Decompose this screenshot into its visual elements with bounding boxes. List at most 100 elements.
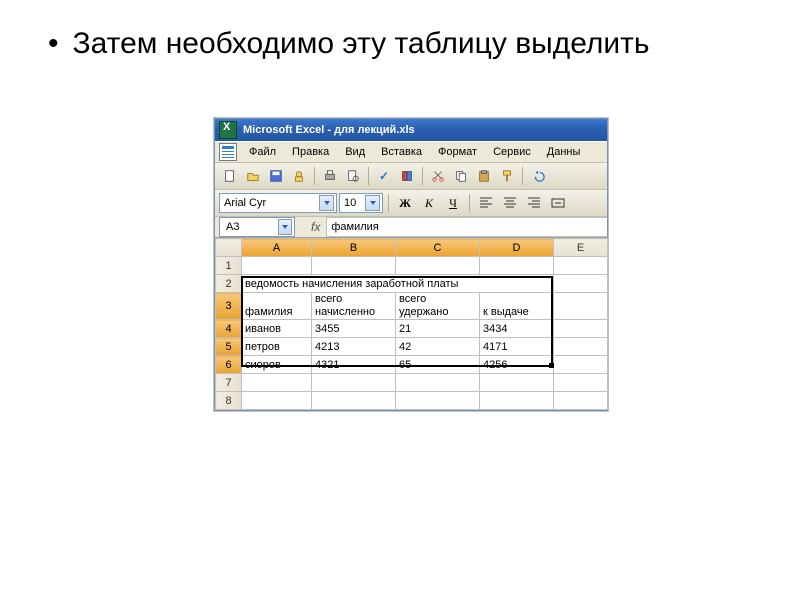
open-icon[interactable] (242, 165, 264, 187)
menu-edit[interactable]: Правка (284, 144, 337, 160)
row-header-2[interactable]: 2 (216, 275, 242, 293)
cell[interactable] (396, 257, 480, 275)
col-header-B[interactable]: B (312, 239, 396, 257)
cell[interactable] (312, 257, 396, 275)
spelling-icon[interactable]: ✓ (373, 165, 395, 187)
row-header-8[interactable]: 8 (216, 392, 242, 410)
cell[interactable]: фамилия (242, 293, 312, 320)
print-icon[interactable] (319, 165, 341, 187)
menu-tools[interactable]: Сервис (485, 144, 539, 160)
row-header-3[interactable]: 3 (216, 293, 242, 320)
copy-icon[interactable] (450, 165, 472, 187)
menu-format[interactable]: Формат (430, 144, 485, 160)
font-size: 10 (344, 197, 356, 209)
fontsize-combo[interactable]: 10 (339, 193, 383, 213)
cell[interactable]: 4256 (480, 356, 554, 374)
undo-icon[interactable] (527, 165, 549, 187)
align-center-icon[interactable] (499, 192, 521, 214)
formula-input[interactable]: фамилия (326, 217, 607, 237)
row-header-7[interactable]: 7 (216, 374, 242, 392)
cell[interactable] (554, 374, 608, 392)
permissions-icon[interactable] (288, 165, 310, 187)
bullet-text: Затем необходимо эту таблицу выделить (73, 26, 650, 62)
merge-center-icon[interactable] (547, 192, 569, 214)
bullet-line: • Затем необходимо эту таблицу выделить (48, 26, 760, 62)
name-box[interactable]: A3 (219, 217, 295, 237)
align-left-icon[interactable] (475, 192, 497, 214)
menu-view[interactable]: Вид (337, 144, 373, 160)
underline-button[interactable]: Ч (442, 192, 464, 214)
cell[interactable] (554, 275, 608, 293)
sheet-grid[interactable]: A B C D E 1 2 ведомость начисления зараб… (215, 238, 607, 410)
bold-button[interactable]: Ж (394, 192, 416, 214)
cell[interactable]: 3455 (312, 320, 396, 338)
cell[interactable] (242, 257, 312, 275)
preview-icon[interactable] (342, 165, 364, 187)
cell[interactable] (554, 392, 608, 410)
cell[interactable] (312, 374, 396, 392)
bullet-dot: • (48, 26, 59, 62)
cell[interactable]: 65 (396, 356, 480, 374)
cut-icon[interactable] (427, 165, 449, 187)
cell[interactable]: иванов (242, 320, 312, 338)
cell[interactable] (480, 392, 554, 410)
new-icon[interactable] (219, 165, 241, 187)
row-header-4[interactable]: 4 (216, 320, 242, 338)
save-icon[interactable] (265, 165, 287, 187)
cell[interactable] (242, 392, 312, 410)
fx-icon[interactable]: fx (311, 220, 320, 234)
separator (388, 194, 389, 212)
chevron-down-icon[interactable] (365, 195, 380, 211)
format-toolbar: Arial Cyr 10 Ж К Ч (215, 190, 607, 217)
cell[interactable] (554, 293, 608, 320)
italic-button[interactable]: К (418, 192, 440, 214)
cell[interactable]: всегоудержано (396, 293, 480, 320)
cell[interactable]: 4171 (480, 338, 554, 356)
window-title: Microsoft Excel - для лекций.xls (243, 124, 415, 136)
col-header-A[interactable]: A (242, 239, 312, 257)
font-combo[interactable]: Arial Cyr (219, 193, 337, 213)
cell[interactable]: 42 (396, 338, 480, 356)
cell[interactable] (396, 392, 480, 410)
format-painter-icon[interactable] (496, 165, 518, 187)
cell[interactable] (554, 320, 608, 338)
research-icon[interactable] (396, 165, 418, 187)
chevron-down-icon[interactable] (319, 195, 334, 211)
excel-icon (219, 121, 237, 139)
worksheet-icon (219, 143, 237, 161)
cell[interactable] (312, 392, 396, 410)
chevron-down-icon[interactable] (278, 219, 292, 235)
cell[interactable]: 4321 (312, 356, 396, 374)
font-name: Arial Cyr (224, 197, 266, 209)
cell[interactable] (554, 338, 608, 356)
row-header-5[interactable]: 5 (216, 338, 242, 356)
cell[interactable]: 21 (396, 320, 480, 338)
menu-insert[interactable]: Вставка (373, 144, 430, 160)
cell[interactable]: 3434 (480, 320, 554, 338)
cell[interactable]: сиоров (242, 356, 312, 374)
cell[interactable]: к выдаче (480, 293, 554, 320)
titlebar[interactable]: Microsoft Excel - для лекций.xls (215, 119, 607, 141)
select-all-corner[interactable] (216, 239, 242, 257)
paste-icon[interactable] (473, 165, 495, 187)
standard-toolbar: ✓ (215, 163, 607, 190)
cell[interactable] (554, 257, 608, 275)
col-header-D[interactable]: D (480, 239, 554, 257)
cell[interactable] (242, 374, 312, 392)
row-header-6[interactable]: 6 (216, 356, 242, 374)
cell[interactable] (396, 374, 480, 392)
cell[interactable]: петров (242, 338, 312, 356)
col-header-C[interactable]: C (396, 239, 480, 257)
menu-file[interactable]: Файл (241, 144, 284, 160)
row-header-1[interactable]: 1 (216, 257, 242, 275)
separator (522, 167, 523, 185)
cell[interactable]: ведомость начисления заработной платы (242, 275, 554, 293)
cell[interactable] (480, 374, 554, 392)
cell[interactable]: всегоначисленно (312, 293, 396, 320)
cell[interactable]: 4213 (312, 338, 396, 356)
align-right-icon[interactable] (523, 192, 545, 214)
cell[interactable] (480, 257, 554, 275)
col-header-E[interactable]: E (554, 239, 608, 257)
cell[interactable] (554, 356, 608, 374)
menu-data[interactable]: Данны (539, 144, 589, 160)
